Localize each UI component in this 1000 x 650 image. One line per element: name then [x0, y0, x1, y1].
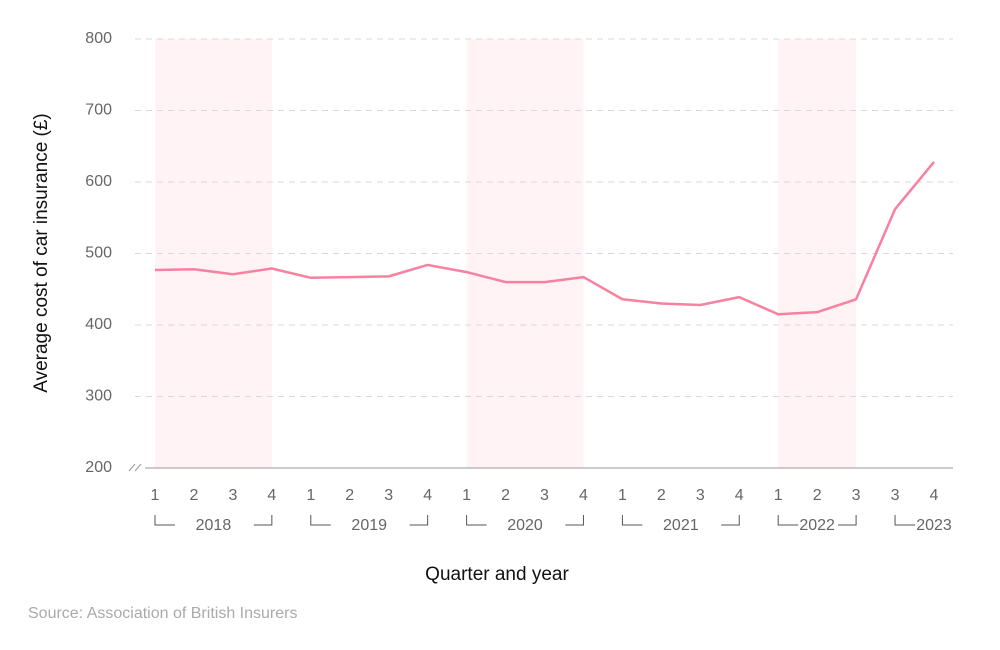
- y-tick-label: 200: [85, 459, 112, 476]
- x-tick-label: 4: [930, 487, 939, 504]
- x-tick-label: 4: [579, 487, 588, 504]
- y-tick-label: 500: [85, 245, 112, 262]
- x-tick-label: 3: [228, 487, 237, 504]
- x-tick-label: 4: [267, 487, 276, 504]
- year-label: 2021: [663, 517, 699, 534]
- y-tick-label: 400: [85, 316, 112, 333]
- year-bracket: [621, 515, 643, 526]
- year-label: 2022: [799, 517, 835, 534]
- year-label: 2023: [916, 517, 952, 534]
- y-axis-label: Average cost of car insurance (£): [31, 113, 52, 393]
- x-tick-label: 2: [813, 487, 822, 504]
- x-tick-label: 2: [345, 487, 354, 504]
- x-tick-label: 4: [735, 487, 744, 504]
- year-label: 2020: [507, 517, 543, 534]
- year-bracket: [838, 515, 857, 526]
- line: [154, 161, 935, 316]
- x-tick-label: 1: [151, 487, 160, 504]
- x-tick-label: 2: [189, 487, 198, 504]
- year-bracket: [894, 515, 916, 526]
- x-tick-label: 3: [696, 487, 705, 504]
- year-label: 2018: [196, 517, 232, 534]
- year-bracket: [466, 515, 487, 526]
- x-tick-label: 4: [423, 487, 432, 504]
- x-tick-label: 1: [462, 487, 471, 504]
- year-bracket: [154, 515, 175, 526]
- year-bracket: [253, 515, 273, 526]
- x-tick-label: 3: [384, 487, 393, 504]
- year-bracket: [310, 515, 331, 526]
- x-axis-label: Quarter and year: [425, 564, 569, 585]
- x-tick-label: 2: [501, 487, 510, 504]
- year-bracket: [777, 515, 799, 526]
- y-tick-label: 800: [85, 30, 112, 47]
- source: Source: Association of British Insurers: [28, 605, 297, 622]
- y-tick-label: 600: [85, 173, 112, 190]
- year-bracket: [565, 515, 584, 526]
- x-tick-label: 1: [618, 487, 627, 504]
- year-bracket: [409, 515, 429, 526]
- x-tick-label: 3: [540, 487, 549, 504]
- year-bracket: [721, 515, 740, 526]
- x-tick-label: 3: [852, 487, 861, 504]
- x-tick-label: 1: [774, 487, 783, 504]
- x-tick-label: 1: [306, 487, 315, 504]
- axis-break: [128, 463, 142, 472]
- y-tick-label: 300: [85, 388, 112, 405]
- x-tick-label: 2: [657, 487, 666, 504]
- x-tick-label: 3: [891, 487, 900, 504]
- y-tick-label: 700: [85, 102, 112, 119]
- year-label: 2019: [351, 517, 387, 534]
